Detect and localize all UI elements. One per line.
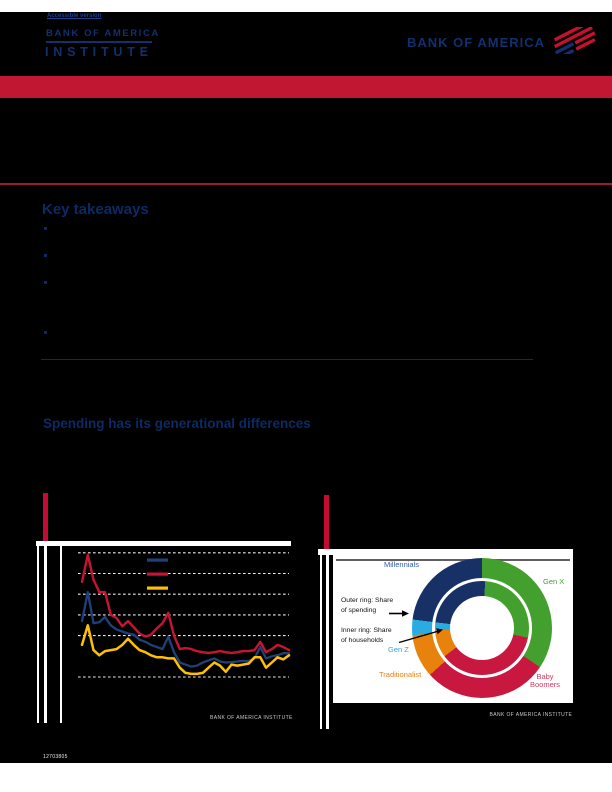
key-takeaways-title: Key takeaways <box>42 201 149 218</box>
legend-swatch-series-red <box>147 572 168 576</box>
donut-label-baby-boomers: Baby Boomers <box>520 673 570 689</box>
outer-ring-annotation-line2: of spending <box>341 606 377 614</box>
donut-panel-top-rule <box>336 559 570 561</box>
bullet-marker <box>44 331 47 334</box>
donut-label-baby-boomers-line1: Baby <box>536 672 554 681</box>
donut-label-genz: Gen Z <box>388 645 409 654</box>
outer-ring-annotation: Outer ring: Share of spending <box>341 596 393 615</box>
accessible-version-link[interactable]: Accessible version <box>47 12 102 19</box>
institute-logo-line2: INSTITUTE <box>45 45 153 59</box>
bank-of-america-flag-icon <box>553 27 596 54</box>
series-yellow <box>80 624 291 676</box>
inner-ring-annotation: Inner ring: Share of households <box>341 626 392 645</box>
left-panel-border-line <box>44 546 47 723</box>
series-blue <box>80 590 291 668</box>
right-chart-source: BANK OF AMERICA INSTITUTE <box>489 711 573 718</box>
right-panel-top-border <box>318 549 573 555</box>
series-red <box>80 553 291 655</box>
exhibit-marker-right <box>324 495 329 550</box>
donut-label-traditionalist: Traditionalist <box>379 670 422 679</box>
line-chart <box>78 552 291 678</box>
left-chart-source: BANK OF AMERICA INSTITUTE <box>210 714 293 721</box>
annotation-arrows <box>389 610 443 644</box>
bank-of-america-logotype: BANK OF AMERICA <box>407 35 546 50</box>
section-title: Spending has its generational difference… <box>43 416 311 431</box>
institute-logo-rule <box>46 40 152 43</box>
left-panel-top-border <box>36 541 291 546</box>
left-chart-y-axis-line <box>60 546 62 723</box>
title-banner <box>0 76 612 98</box>
document-number: 12703805 <box>43 753 68 760</box>
bullet-marker <box>44 281 47 284</box>
inner-ring-annotation-line2: of households <box>341 636 384 644</box>
donut-label-millennials: Millennials <box>384 560 420 569</box>
left-panel-border-line <box>37 546 39 723</box>
legend-swatch-series-blue <box>147 558 168 562</box>
key-takeaways-divider <box>41 358 533 360</box>
institute-logo-line1: BANK OF AMERICA <box>46 28 160 39</box>
legend-swatch-series-yellow <box>147 586 168 590</box>
inner-ring-arrow <box>398 630 438 644</box>
exhibit-marker-left <box>43 493 48 541</box>
page-top-margin <box>0 0 612 12</box>
inner-ring-annotation-line1: Inner ring: Share <box>341 627 392 634</box>
outer-ring-arrowhead <box>402 610 409 617</box>
right-panel-border-line <box>320 555 322 729</box>
donut-hole <box>450 596 514 660</box>
page-bottom-margin <box>0 763 612 792</box>
bullet-marker <box>44 227 47 230</box>
inner-ring-arrowhead <box>436 628 443 635</box>
donut-label-genx: Gen X <box>543 577 565 586</box>
header-divider-rule <box>0 183 612 185</box>
bullet-marker <box>44 254 47 257</box>
donut-label-baby-boomers-line2: Boomers <box>529 680 560 689</box>
right-panel-border-line <box>326 555 329 729</box>
outer-ring-annotation-line1: Outer ring: Share <box>341 597 394 604</box>
